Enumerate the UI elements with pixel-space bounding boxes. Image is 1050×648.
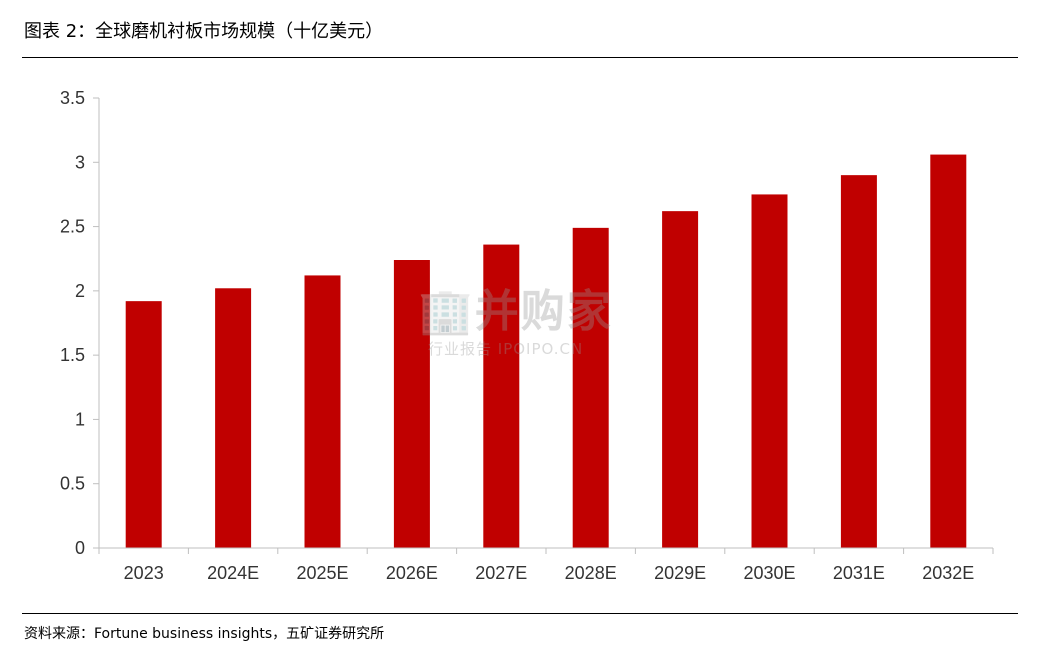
x-tick-label: 2023 [124,563,164,583]
x-tick-label: 2028E [565,563,617,583]
bar [304,275,341,548]
top-divider [22,57,1018,58]
x-tick-label: 2031E [833,563,885,583]
bar [483,244,520,549]
y-tick-label: 1.5 [60,345,85,365]
bar [930,154,967,549]
bar [662,211,699,548]
x-axis: 2023 2024E 2025E 2026E 2027E 2028E 2029E 2030E 2… [98,547,994,583]
bars [125,154,967,549]
bar [840,175,877,548]
bar [125,301,162,548]
y-tick-label: 0 [75,538,85,558]
y-tick-label: 2.5 [60,217,85,237]
chart-title: 图表 2：全球磨机衬板市场规模（十亿美元） [24,21,384,42]
x-tick-label: 2030E [743,563,795,583]
y-axis: 0 0.5 1 1.5 2 2.5 3 3.5 [60,88,100,558]
bar [215,288,252,548]
x-tick-label: 2024E [207,563,259,583]
bar [751,194,788,548]
x-tick-label: 2032E [922,563,974,583]
y-tick-label: 0.5 [60,474,85,494]
x-tick-label: 2029E [654,563,706,583]
bar [572,227,609,548]
y-tick-label: 2 [75,281,85,301]
y-tick-label: 3.5 [60,88,85,108]
source-note: 资料来源：Fortune business insights，五矿证券研究所 [24,626,385,642]
bottom-divider [22,613,1018,614]
y-tick-label: 3 [75,152,85,172]
x-tick-label: 2027E [475,563,527,583]
x-tick-label: 2025E [296,563,348,583]
x-tick-label: 2026E [386,563,438,583]
y-tick-label: 1 [75,409,85,429]
bar [393,260,430,548]
